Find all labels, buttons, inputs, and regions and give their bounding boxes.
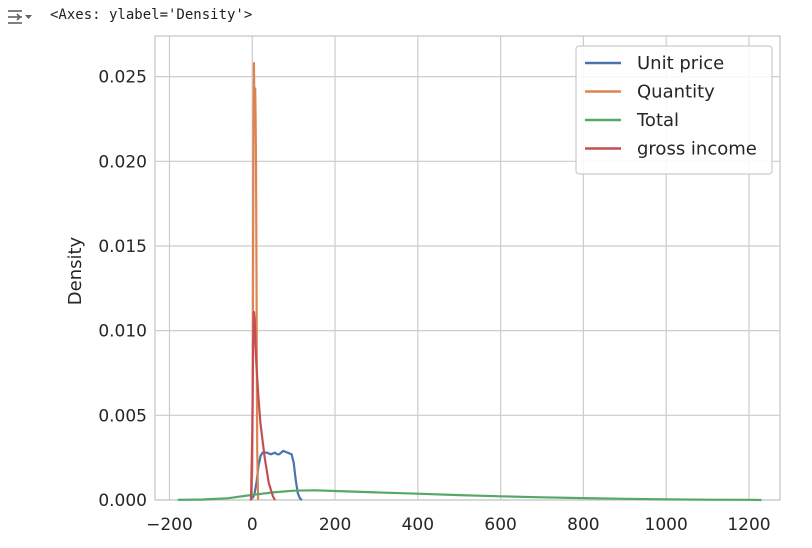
x-tick-label: 1200 bbox=[727, 515, 770, 535]
legend-label-total: Total bbox=[636, 110, 679, 131]
legend-label-gross-income: gross income bbox=[637, 139, 757, 160]
x-tick-labels: −200 0 200 400 600 800 1000 1200 bbox=[146, 515, 770, 535]
legend-label-unit-price: Unit price bbox=[637, 53, 724, 74]
x-tick-label: 1000 bbox=[645, 515, 688, 535]
legend-label-quantity: Quantity bbox=[637, 82, 715, 103]
legend: Unit price Quantity Total gross income bbox=[575, 45, 773, 175]
y-tick-label: 0.015 bbox=[98, 237, 147, 257]
output-toggle-icon[interactable] bbox=[6, 6, 36, 28]
y-tick-label: 0.020 bbox=[98, 152, 147, 172]
y-axis-label: Density bbox=[65, 236, 86, 305]
y-tick-label: 0.000 bbox=[98, 491, 147, 511]
series-line-gross-income bbox=[249, 310, 276, 501]
y-tick-labels: 0.000 0.005 0.010 0.015 0.020 0.025 bbox=[98, 68, 147, 511]
legend-box bbox=[575, 45, 773, 175]
y-tick-label: 0.010 bbox=[98, 322, 147, 342]
y-tick-label: 0.005 bbox=[98, 406, 147, 426]
series-line-total bbox=[177, 489, 762, 502]
cell-output-bar: <Axes: ylabel='Density'> bbox=[0, 0, 812, 34]
x-tick-label: 0 bbox=[247, 515, 258, 535]
x-tick-label: 800 bbox=[567, 515, 599, 535]
x-tick-label: 200 bbox=[319, 515, 351, 535]
output-toggle-glyph bbox=[8, 10, 32, 24]
x-tick-label: −200 bbox=[146, 515, 193, 535]
output-text: <Axes: ylabel='Density'> bbox=[50, 7, 253, 23]
axes-frame bbox=[154, 35, 781, 501]
plot-border bbox=[154, 35, 781, 501]
x-tick-label: 400 bbox=[402, 515, 434, 535]
y-tick-label: 0.025 bbox=[98, 68, 147, 88]
series-lines bbox=[177, 62, 762, 502]
x-tick-label: 600 bbox=[484, 515, 516, 535]
